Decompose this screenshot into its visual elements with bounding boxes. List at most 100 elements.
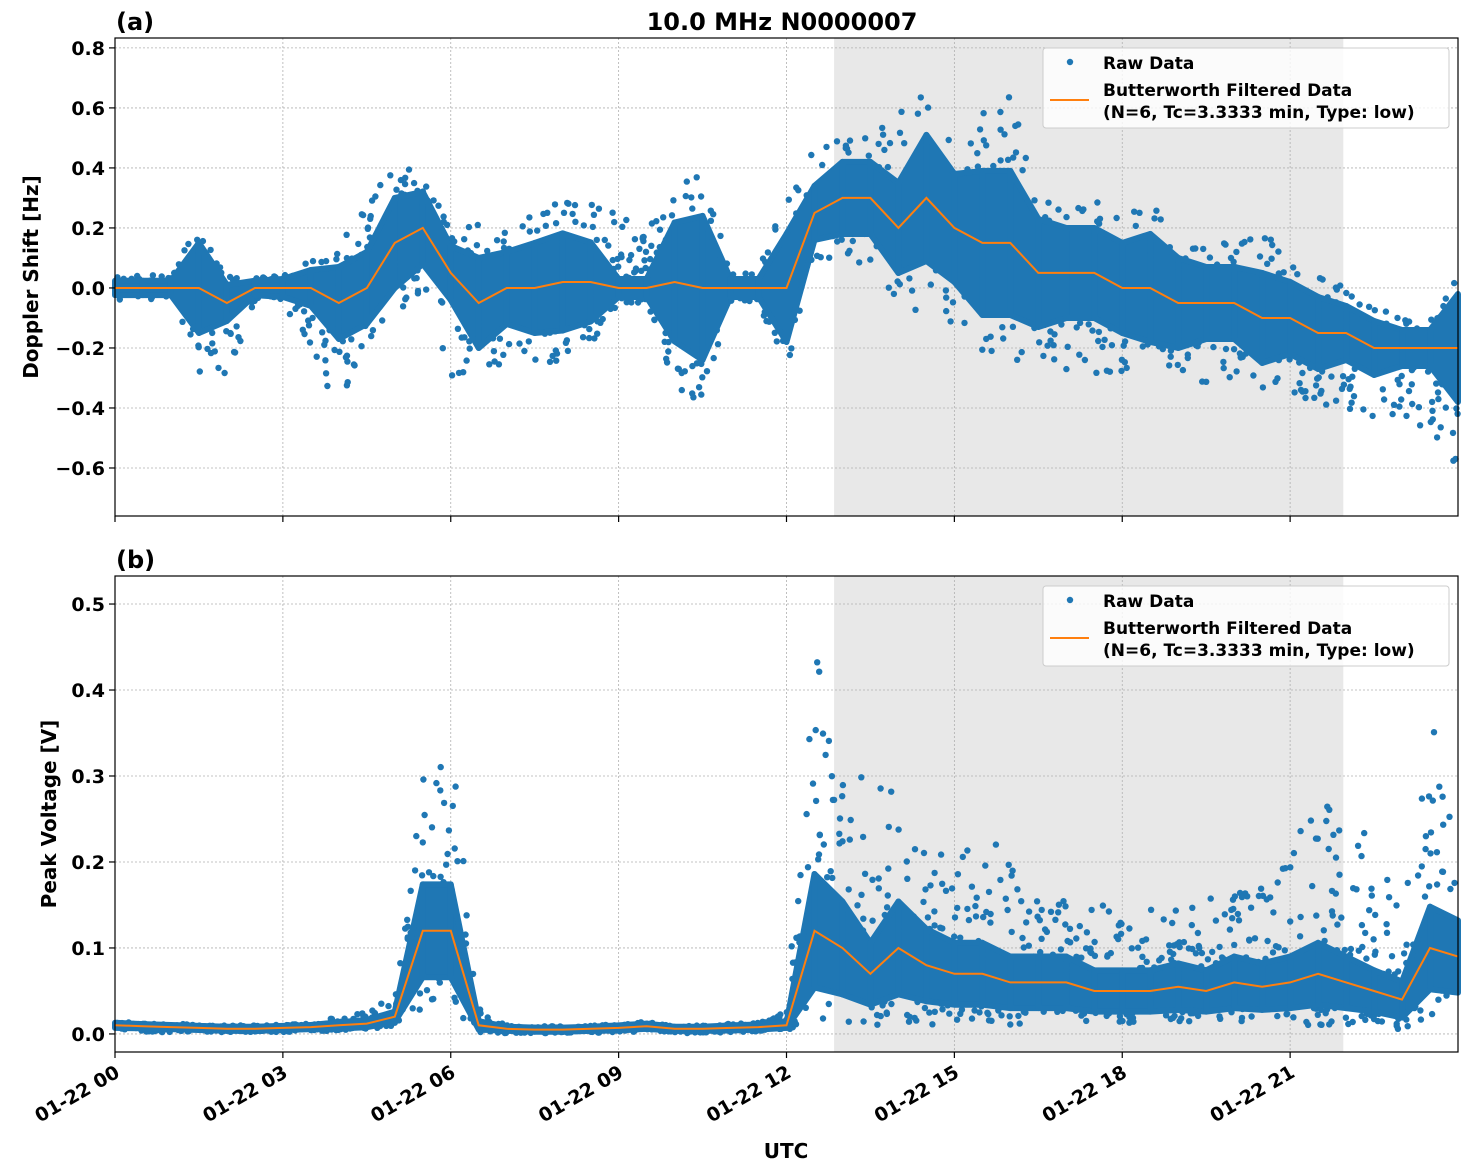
raw-point (693, 360, 701, 367)
raw-point (1449, 429, 1457, 437)
raw-point (1439, 793, 1446, 800)
raw-point (1018, 898, 1025, 905)
raw-point (816, 831, 823, 839)
raw-point (433, 779, 440, 787)
raw-point (1442, 404, 1450, 411)
raw-point (1206, 254, 1214, 261)
raw-point (1233, 248, 1240, 256)
raw-point (1038, 935, 1045, 942)
raw-point (1143, 958, 1150, 965)
raw-point (839, 838, 846, 845)
raw-point (1055, 909, 1062, 916)
raw-point (1418, 863, 1426, 870)
raw-point (953, 1016, 961, 1023)
raw-point (895, 826, 902, 833)
legend: Raw Data Butterworth Filtered Data(N=6, T… (1042, 47, 1450, 129)
raw-point (1176, 943, 1183, 951)
raw-point (425, 869, 433, 876)
x-tick-label: 01-22 00 (31, 1061, 123, 1127)
raw-point (439, 345, 446, 352)
raw-point (1299, 369, 1306, 377)
raw-point (1246, 937, 1253, 944)
y-tick-label: 0.5 (71, 594, 105, 616)
raw-point (1426, 883, 1433, 890)
raw-point (1047, 908, 1055, 915)
raw-point (455, 369, 463, 377)
raw-point (858, 891, 865, 898)
raw-point (954, 904, 961, 912)
raw-point (1131, 208, 1138, 215)
raw-point (1302, 394, 1309, 402)
raw-point (1393, 902, 1400, 909)
raw-point (1427, 829, 1435, 836)
raw-point (407, 887, 414, 894)
raw-point (1113, 214, 1120, 222)
raw-point (1359, 943, 1366, 951)
y-tick-label: 0.6 (71, 98, 105, 120)
raw-point (682, 192, 689, 200)
raw-point (410, 179, 418, 187)
raw-point (437, 763, 444, 771)
raw-point (306, 339, 314, 346)
raw-point (344, 358, 351, 365)
raw-point (1104, 952, 1111, 959)
raw-point (1417, 1007, 1424, 1014)
raw-point (618, 253, 625, 261)
raw-point (351, 362, 358, 369)
raw-point (927, 882, 934, 889)
raw-point (901, 140, 908, 147)
raw-point (553, 357, 560, 364)
raw-data-band (783, 182, 818, 345)
raw-point (875, 875, 882, 882)
raw-point (1228, 906, 1235, 914)
raw-point (648, 242, 655, 249)
raw-point (839, 781, 847, 789)
raw-point (869, 876, 876, 883)
raw-point (368, 197, 376, 204)
raw-point (1247, 904, 1255, 911)
x-tick-label: 01-22 03 (199, 1061, 291, 1127)
raw-point (965, 916, 973, 924)
panel-a-label: (a) (116, 8, 154, 36)
raw-point (319, 329, 326, 336)
raw-point (1384, 876, 1391, 884)
raw-point (1015, 121, 1022, 128)
raw-point (912, 306, 919, 313)
raw-point (1358, 921, 1366, 929)
raw-point (1398, 396, 1405, 403)
raw-point (1415, 404, 1423, 411)
raw-point (1318, 387, 1325, 395)
raw-point (1250, 372, 1257, 379)
raw-point (416, 990, 424, 997)
raw-point (875, 140, 882, 148)
raw-point (1179, 366, 1187, 374)
raw-point (884, 163, 892, 171)
raw-point (1434, 389, 1442, 396)
raw-point (1188, 921, 1196, 929)
raw-point (1019, 934, 1026, 942)
raw-point (551, 201, 559, 208)
raw-point (418, 872, 426, 879)
raw-point (385, 1002, 392, 1010)
raw-point (829, 796, 837, 804)
raw-point (1408, 381, 1416, 388)
raw-point (1393, 1022, 1400, 1030)
raw-point (1210, 343, 1217, 351)
raw-point (1348, 293, 1355, 300)
raw-point (1451, 879, 1458, 887)
raw-point (825, 737, 833, 745)
raw-point (460, 857, 467, 865)
raw-point (998, 1012, 1005, 1019)
raw-point (904, 875, 911, 882)
raw-point (973, 894, 980, 901)
raw-point (883, 904, 891, 911)
raw-point (846, 137, 854, 144)
raw-data-band (195, 239, 230, 336)
raw-point (1297, 827, 1304, 835)
raw-point (1166, 942, 1173, 949)
raw-point (954, 871, 962, 878)
raw-point (440, 799, 448, 807)
x-tick-label: 01-22 06 (367, 1061, 459, 1127)
raw-point (1269, 241, 1276, 249)
raw-point (334, 250, 341, 258)
